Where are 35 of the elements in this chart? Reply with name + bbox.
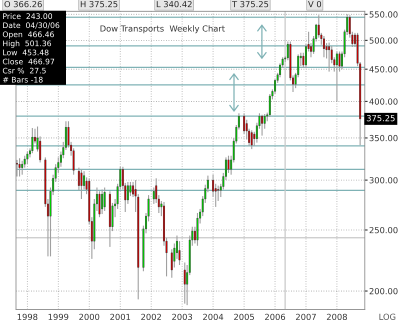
x-tick-label: 2005 <box>234 314 254 320</box>
y-tick-label: 550.00 <box>370 11 398 18</box>
y-tick-label: 250.00 <box>370 226 398 234</box>
candlestick <box>250 130 253 150</box>
x-tick-label: 2000 <box>79 314 100 320</box>
x-tick-label: 2004 <box>203 314 224 320</box>
candlestick <box>261 114 264 136</box>
candlestick <box>101 188 104 215</box>
text: H 375.25 <box>80 0 118 8</box>
text: O 366.26 <box>4 0 42 8</box>
x-tick-label: 2002 <box>141 314 161 320</box>
text: Dow Transports Weekly Chart <box>100 25 225 34</box>
x-tick-label: 2001 <box>110 314 130 320</box>
x-tick-label: 2007 <box>296 314 316 320</box>
y-tick-label: 350.00 <box>370 134 398 142</box>
candlestick <box>104 186 106 212</box>
x-tick-label: 2003 <box>172 314 192 320</box>
y-tick-label: 450.00 <box>369 66 398 72</box>
candlestick <box>16 159 18 178</box>
x-tick-label: 2006 <box>265 314 286 320</box>
text: T 375.25 <box>232 0 268 8</box>
x-tick-label: 2008 <box>326 314 347 320</box>
candlestick <box>18 158 21 178</box>
x-tick-label: 1999 <box>48 314 68 320</box>
text: V 0 <box>308 0 322 8</box>
y-tick-label: 400.00 <box>369 98 398 105</box>
text: L 340.42 <box>156 0 192 8</box>
candlestick <box>80 168 82 200</box>
y-tick-label: 300.00 <box>370 177 398 184</box>
y-tick-label: 200.00 <box>370 288 398 294</box>
y-tick-label: 500.00 <box>370 37 398 44</box>
x-tick-label: 1998 <box>18 314 38 320</box>
text: LOG <box>379 314 396 320</box>
annotation: 375.25 <box>366 115 395 122</box>
candlestick <box>98 190 100 218</box>
